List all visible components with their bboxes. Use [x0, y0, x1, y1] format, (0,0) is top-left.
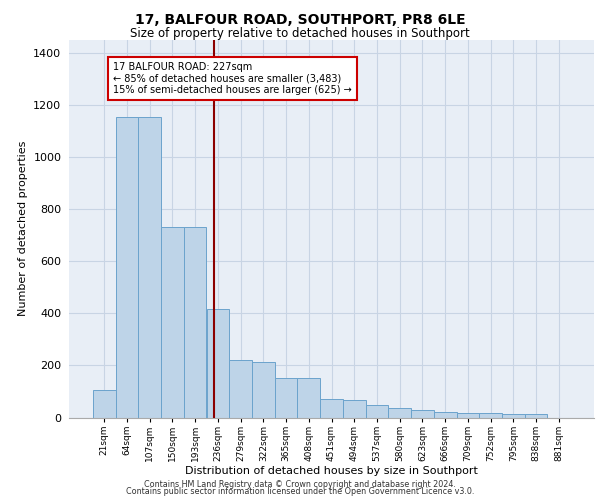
- Bar: [298, 378, 320, 418]
- Bar: [139, 117, 161, 418]
- Bar: [457, 413, 479, 418]
- Bar: [206, 310, 229, 418]
- Text: 17, BALFOUR ROAD, SOUTHPORT, PR8 6LE: 17, BALFOUR ROAD, SOUTHPORT, PR8 6LE: [134, 12, 466, 26]
- Bar: [320, 400, 343, 417]
- Bar: [411, 410, 434, 418]
- Bar: [116, 117, 139, 418]
- Bar: [229, 360, 252, 418]
- Text: Contains public sector information licensed under the Open Government Licence v3: Contains public sector information licen…: [126, 488, 474, 496]
- Bar: [275, 378, 298, 418]
- Bar: [161, 228, 184, 418]
- Bar: [365, 406, 388, 417]
- Text: Contains HM Land Registry data © Crown copyright and database right 2024.: Contains HM Land Registry data © Crown c…: [144, 480, 456, 489]
- Text: 17 BALFOUR ROAD: 227sqm
← 85% of detached houses are smaller (3,483)
15% of semi: 17 BALFOUR ROAD: 227sqm ← 85% of detache…: [113, 62, 352, 96]
- Y-axis label: Number of detached properties: Number of detached properties: [17, 141, 28, 316]
- Bar: [388, 408, 411, 418]
- Bar: [252, 362, 275, 418]
- Text: Size of property relative to detached houses in Southport: Size of property relative to detached ho…: [130, 28, 470, 40]
- Bar: [502, 414, 524, 418]
- X-axis label: Distribution of detached houses by size in Southport: Distribution of detached houses by size …: [185, 466, 478, 476]
- Bar: [479, 414, 502, 418]
- Bar: [343, 400, 365, 417]
- Bar: [434, 412, 457, 418]
- Bar: [524, 414, 547, 418]
- Bar: [93, 390, 116, 417]
- Bar: [184, 228, 206, 418]
